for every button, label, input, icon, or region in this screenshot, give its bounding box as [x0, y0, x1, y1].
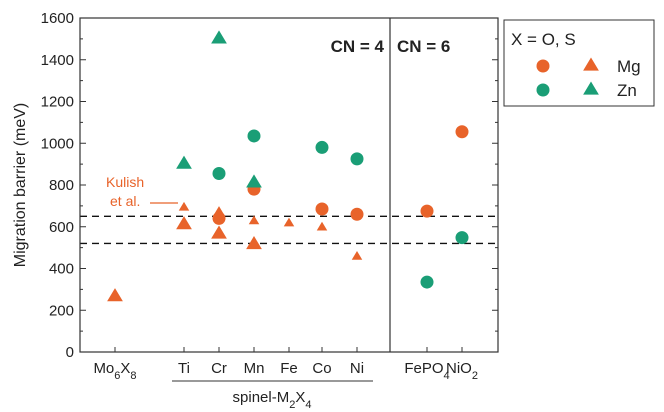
region-label-cn6: CN = 6: [397, 37, 450, 56]
y-tick-label: 1600: [41, 10, 74, 27]
region-label-cn4: CN = 4: [331, 37, 385, 56]
axis-labels: 0 200 400 600 800 1000 1200 1400 1600 Migration b…: [12, 10, 478, 411]
mg-o-point: [420, 204, 434, 218]
zn-o-point: [315, 140, 329, 154]
legend-mg-circle: [536, 59, 550, 73]
mg-s-point: [248, 215, 260, 225]
annotation-text: et al.: [110, 193, 140, 209]
x-tick-label: Mo6X8: [93, 360, 136, 382]
y-axis-title: Migration barrier (meV): [12, 103, 29, 267]
zn-o-point: [247, 129, 261, 143]
mg-s-point: [316, 221, 328, 231]
x-tick-label: Ti: [178, 360, 190, 377]
data-points: [107, 30, 469, 302]
axes: [79, 17, 499, 353]
y-tick-label: 200: [49, 302, 74, 319]
mg-s-point: [176, 216, 192, 230]
annotation-text: Kulish: [106, 174, 144, 190]
mg-o-point: [350, 207, 364, 221]
mg-s-point: [107, 288, 123, 302]
x-tick-label: Fe: [280, 360, 298, 377]
mg-s-point: [213, 206, 225, 215]
mg-o-point: [455, 125, 469, 139]
mg-s-point: [211, 225, 227, 239]
zn-o-point: [350, 152, 364, 166]
x-group-label: spinel-M2X4: [233, 389, 312, 411]
mg-s-point: [178, 201, 190, 211]
y-tick-label: 800: [49, 177, 74, 194]
legend-header: X = O, S: [511, 30, 576, 49]
zn-o-point: [420, 275, 434, 289]
x-tick-label: FePO4: [404, 360, 449, 382]
y-tick-label: 1200: [41, 94, 74, 111]
zn-s-point: [246, 174, 262, 188]
y-tick-label: 1400: [41, 52, 74, 69]
zn-o-point: [212, 167, 226, 181]
y-tick-label: 600: [49, 219, 74, 236]
legend-zn-triangle: [583, 81, 599, 95]
zn-s-point: [176, 155, 192, 169]
legend-zn-circle: [536, 83, 550, 97]
y-tick-label: 1000: [41, 135, 74, 152]
zn-o-point: [455, 231, 469, 245]
legend-mg-triangle: [583, 57, 599, 71]
y-tick-label: 0: [66, 344, 74, 361]
legend-box: [503, 19, 655, 107]
legend: X = O, S Mg Zn: [503, 19, 655, 107]
mg-s-point: [351, 250, 363, 260]
mg-o-point: [315, 202, 329, 216]
x-tick-label: Ni: [350, 360, 364, 377]
x-tick-label: Mn: [244, 360, 265, 377]
legend-label-mg: Mg: [617, 57, 641, 76]
mg-s-point: [283, 217, 295, 227]
x-tick-label: Co: [312, 360, 331, 377]
x-tick-label: Cr: [211, 360, 227, 377]
y-tick-label: 400: [49, 261, 74, 278]
mg-s-point: [246, 235, 262, 250]
x-tick-label: NiO2: [446, 360, 478, 382]
zn-s-point: [211, 30, 227, 44]
mg-o-point: [212, 211, 226, 225]
legend-label-zn: Zn: [617, 81, 637, 100]
